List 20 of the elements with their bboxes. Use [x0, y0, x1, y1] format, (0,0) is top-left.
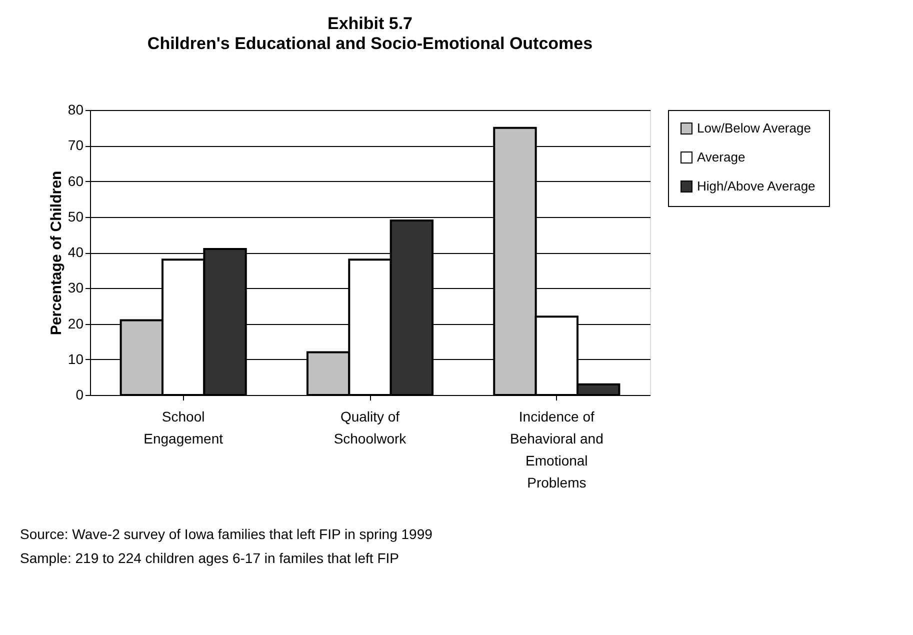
chart-title: Exhibit 5.7	[327, 14, 413, 33]
chart-subtitle: Children's Educational and Socio-Emotional Outcomes	[147, 34, 593, 53]
y-tick-label: 0	[76, 386, 84, 402]
y-tick-label: 20	[68, 315, 84, 332]
legend-label: High/Above Average	[697, 178, 816, 194]
y-axis-title: Percentage of Children	[48, 170, 65, 336]
y-tick-label: 30	[68, 280, 84, 296]
source-note: Source: Wave-2 survey of Iowa families that left FIP in spring 1999	[20, 526, 433, 542]
y-tick-label: 50	[68, 208, 84, 224]
x-tick-label: School Engagement	[144, 408, 224, 446]
x-tick-label: Incidence of Behavioral and Emotional Problems	[510, 408, 604, 490]
y-tick-label: 70	[68, 137, 84, 154]
legend-label: Average	[697, 150, 746, 164]
y-tick-label: 80	[68, 102, 84, 118]
y-tick-label: 10	[68, 350, 84, 367]
y-tick-label: 60	[68, 172, 84, 189]
legend-label: Low/Below Average	[697, 120, 811, 136]
text: Sample: 219 to 224 children ages 6-17 in familes that left FIP	[20, 550, 399, 566]
x-tick-label: Quality of Schoolwork	[334, 408, 408, 446]
y-tick-label: 40	[68, 244, 84, 260]
